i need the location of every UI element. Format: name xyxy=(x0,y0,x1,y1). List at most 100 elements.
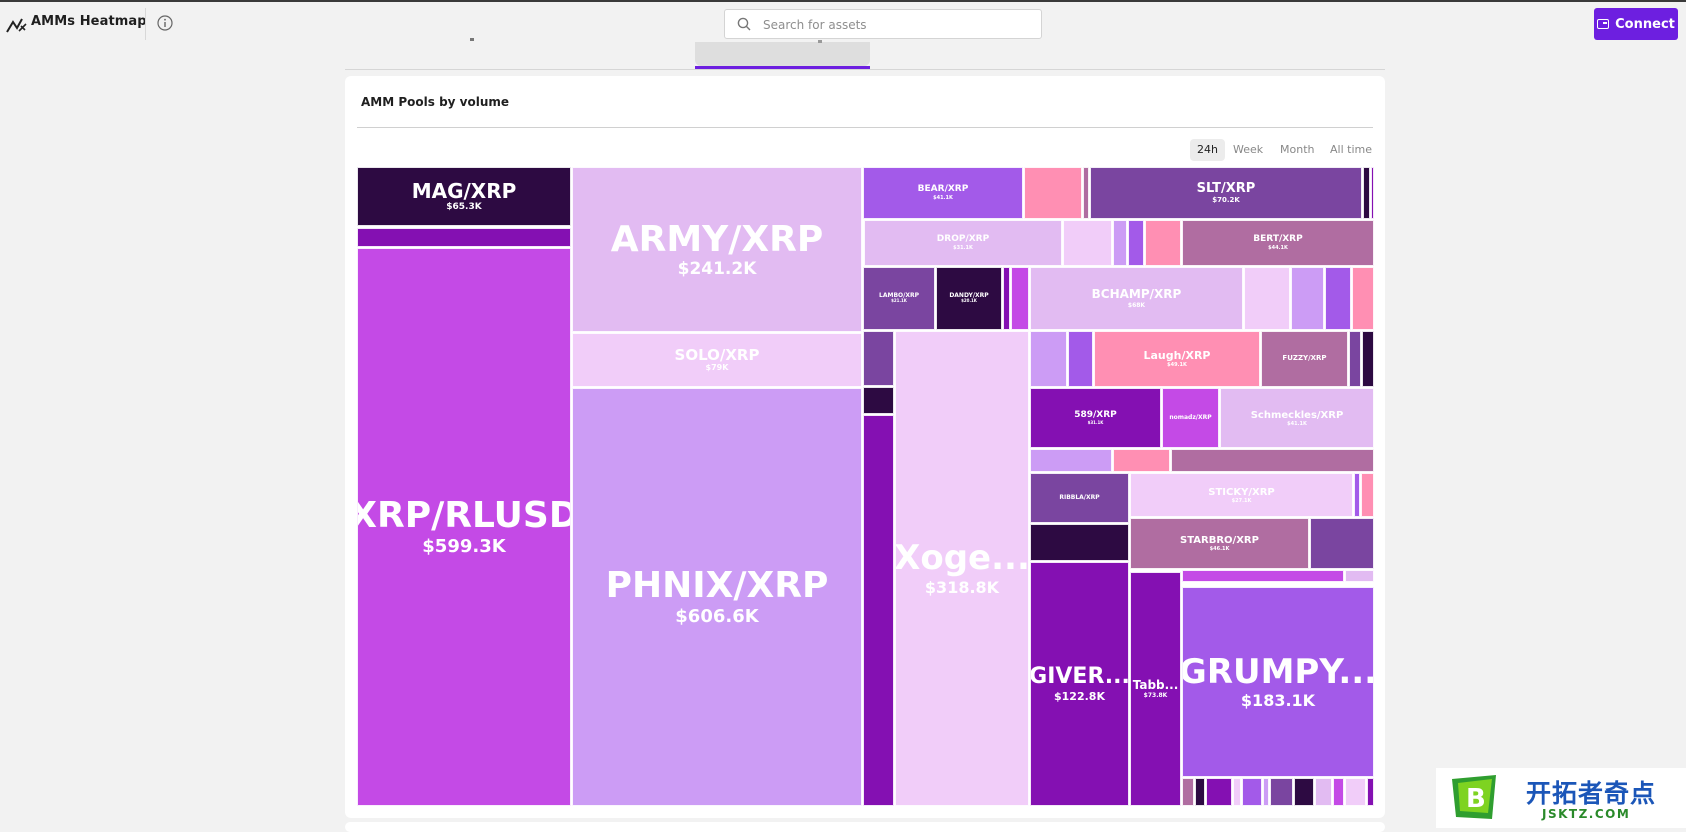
pool-cell-small[interactable] xyxy=(1242,778,1262,806)
pool-cell-solo[interactable]: SOLO/XRP $79K xyxy=(572,333,862,387)
pool-cell-small[interactable] xyxy=(1195,778,1205,806)
pool-cell-p18[interactable] xyxy=(863,415,894,806)
pool-cell-p11[interactable] xyxy=(1011,267,1029,330)
pool-cell-xrprlusd[interactable]: XRP/RLUSD $599.3K xyxy=(357,248,571,806)
range-week[interactable]: Week xyxy=(1233,143,1264,156)
pool-cell-dandy[interactable]: DANDY/XRP $20.1K xyxy=(936,267,1002,330)
pool-cell-small[interactable] xyxy=(1315,778,1332,806)
pool-cell-p7[interactable] xyxy=(1113,220,1127,266)
tab-remnant-text xyxy=(818,40,822,43)
pool-cell-p9[interactable] xyxy=(1145,220,1181,266)
pool-cell-p31[interactable] xyxy=(1345,570,1374,582)
pool-volume: $46.1K xyxy=(1209,546,1230,552)
pool-cell-p5[interactable] xyxy=(1371,167,1374,219)
pool-cell-p23[interactable] xyxy=(1030,449,1112,472)
pool-volume: $31.1K xyxy=(953,244,973,251)
pool-cell-p10[interactable] xyxy=(1003,267,1010,330)
pool-cell-army[interactable]: ARMY/XRP $241.2K xyxy=(572,167,862,332)
pool-cell-p2[interactable] xyxy=(1024,167,1082,219)
pool-cell-p13[interactable] xyxy=(1291,267,1324,330)
pool-cell-589[interactable]: 589/XRP $31.1K xyxy=(1030,388,1161,448)
pool-cell-slt[interactable]: SLT/XRP $70.2K xyxy=(1090,167,1362,219)
pool-cell-p22[interactable] xyxy=(1362,331,1374,387)
pool-cell-sticky[interactable]: STICKY/XRP $27.1K xyxy=(1130,473,1353,517)
pool-cell-p14[interactable] xyxy=(1325,267,1351,330)
header-divider xyxy=(145,8,146,40)
pool-cell-fuzzy[interactable]: FUZZY/XRP xyxy=(1261,331,1348,387)
pool-cell-ribbla[interactable]: RIBBLA/XRP xyxy=(1030,473,1129,523)
pool-cell-nomadz[interactable]: nomadz/XRP xyxy=(1162,388,1219,448)
pool-cell-p27[interactable] xyxy=(1361,473,1374,517)
pool-cell-p21[interactable] xyxy=(1349,331,1361,387)
pool-cell-lambo[interactable]: LAMBO/XRP $21.1K xyxy=(863,267,935,330)
pool-name: Schmeckles/XRP xyxy=(1250,409,1344,421)
pool-cell-p4[interactable] xyxy=(1363,167,1370,219)
pool-cell-starbro[interactable]: STARBRO/XRP $46.1K xyxy=(1130,518,1309,569)
pool-cell-phnix[interactable]: PHNIX/XRP $606.6K xyxy=(572,388,862,806)
pool-cell-giver[interactable]: GIVER... $122.8K xyxy=(1030,562,1129,806)
connect-button[interactable]: Connect xyxy=(1594,8,1678,40)
pool-cell-p25[interactable] xyxy=(1171,449,1374,472)
pool-name: MAG/XRP xyxy=(411,179,517,204)
search-box[interactable] xyxy=(724,9,1042,39)
pool-name: BEAR/XRP xyxy=(917,184,969,195)
pool-volume: $49.1K xyxy=(1167,362,1187,369)
pool-cell-p30[interactable] xyxy=(1182,570,1344,582)
pool-name: LAMBO/XRP xyxy=(879,291,919,299)
range-24h[interactable]: 24h xyxy=(1190,139,1225,161)
pool-cell-p16[interactable] xyxy=(863,331,894,386)
pool-name: FUZZY/XRP xyxy=(1282,354,1327,363)
pool-cell-p6[interactable] xyxy=(1063,220,1112,266)
tab-remnant[interactable] xyxy=(470,38,474,41)
tabs-divider xyxy=(345,69,1385,70)
pool-cell-p1[interactable] xyxy=(357,228,571,247)
pool-name: DROP/XRP xyxy=(936,234,990,245)
pool-volume: $27.1K xyxy=(1231,497,1252,504)
pool-cell-p15[interactable] xyxy=(1352,267,1374,330)
pool-volume: $31.1K xyxy=(1087,419,1104,425)
tab-active-indicator xyxy=(695,66,870,69)
pool-cell-small[interactable] xyxy=(1333,778,1344,806)
pool-name: BCHAMP/XRP xyxy=(1091,287,1182,302)
pool-cell-xoge[interactable]: Xoge... $318.8K xyxy=(895,331,1029,806)
pool-cell-schmeckles[interactable]: Schmeckles/XRP $41.1K xyxy=(1220,388,1374,448)
pool-cell-small[interactable] xyxy=(1182,778,1194,806)
pool-cell-small[interactable] xyxy=(1263,778,1269,806)
search-input[interactable] xyxy=(761,13,1035,37)
pool-cell-p20[interactable] xyxy=(1068,331,1093,387)
pool-cell-grumpy[interactable]: GRUMPY... $183.1K xyxy=(1182,587,1374,777)
pool-cell-p12[interactable] xyxy=(1244,267,1290,330)
pool-cell-p3[interactable] xyxy=(1083,167,1089,219)
range-month[interactable]: Month xyxy=(1280,143,1315,156)
pool-cell-bear[interactable]: BEAR/XRP $41.1K xyxy=(863,167,1023,219)
pool-cell-small[interactable] xyxy=(1345,778,1366,806)
pool-cell-laugh[interactable]: Laugh/XRP $49.1K xyxy=(1094,331,1260,387)
pool-cell-bert[interactable]: BERT/XRP $44.1K xyxy=(1182,220,1374,266)
pool-cell-tabb[interactable]: Tabb... $73.8K xyxy=(1130,572,1181,806)
pool-name: GIVER... xyxy=(1030,664,1129,690)
pool-cell-small[interactable] xyxy=(1294,778,1314,806)
pool-volume: $606.6K xyxy=(675,606,759,627)
pool-cell-p26[interactable] xyxy=(1354,473,1360,517)
pool-cell-p17[interactable] xyxy=(863,387,894,414)
pool-cell-p28[interactable] xyxy=(1030,524,1129,561)
pool-cell-p24[interactable] xyxy=(1113,449,1170,472)
pool-cell-p29[interactable] xyxy=(1310,518,1374,569)
pool-volume: $241.2K xyxy=(677,259,757,280)
pool-cell-small[interactable] xyxy=(1367,778,1374,806)
app-title[interactable]: AMMs Heatmap xyxy=(31,14,147,29)
pool-cell-small[interactable] xyxy=(1206,778,1232,806)
search-icon xyxy=(737,17,751,31)
pool-volume: $21.1K xyxy=(891,298,907,304)
pool-cell-mag[interactable]: MAG/XRP $65.3K xyxy=(357,167,571,226)
range-all-time[interactable]: All time xyxy=(1330,143,1372,156)
pool-cell-p19[interactable] xyxy=(1030,331,1067,387)
pool-cell-small[interactable] xyxy=(1270,778,1293,806)
pool-cell-drop[interactable]: DROP/XRP $31.1K xyxy=(864,220,1062,266)
tab-active[interactable] xyxy=(695,42,870,66)
pool-cell-p8[interactable] xyxy=(1128,220,1144,266)
pool-cell-small[interactable] xyxy=(1233,778,1241,806)
pool-cell-bchamp[interactable]: BCHAMP/XRP $68K xyxy=(1030,267,1243,330)
info-icon[interactable] xyxy=(157,15,173,31)
